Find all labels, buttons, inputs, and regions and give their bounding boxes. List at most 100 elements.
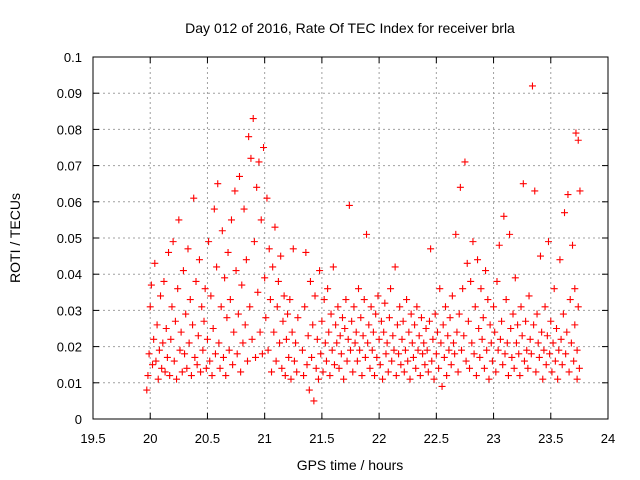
data-point (500, 212, 508, 220)
data-point (223, 314, 231, 322)
data-point (517, 303, 525, 311)
data-point (288, 328, 296, 336)
data-point (322, 357, 330, 365)
data-point (413, 303, 421, 311)
data-point (536, 252, 544, 260)
data-point (240, 205, 248, 213)
data-point (535, 353, 543, 361)
data-point (563, 328, 571, 336)
y-tick-label: 0.05 (57, 231, 82, 246)
data-point (306, 277, 314, 285)
data-point (170, 357, 178, 365)
data-point (441, 303, 449, 311)
data-point (357, 314, 365, 322)
data-point (511, 274, 519, 282)
x-axis-label: GPS time / hours (297, 457, 404, 473)
data-points (143, 82, 584, 405)
data-point (417, 314, 425, 322)
y-axis-label: ROTI / TECUs (7, 193, 23, 283)
data-point (155, 346, 163, 354)
data-point (160, 277, 168, 285)
data-point (358, 372, 366, 380)
data-point (424, 368, 432, 376)
data-point (194, 332, 202, 340)
data-point (365, 321, 373, 329)
data-point (209, 325, 217, 332)
data-point (532, 368, 540, 376)
data-point (216, 364, 224, 372)
data-point (397, 361, 405, 369)
data-point (165, 248, 173, 256)
data-point (488, 357, 496, 365)
data-point (221, 274, 229, 282)
data-point (374, 292, 382, 300)
data-point (565, 368, 573, 376)
x-tick-label: 24 (601, 431, 615, 446)
data-point (173, 375, 181, 383)
data-point (244, 357, 251, 365)
data-point (544, 238, 552, 246)
data-point (286, 296, 294, 304)
data-point (210, 205, 218, 213)
data-point (429, 335, 437, 343)
data-point (391, 263, 399, 271)
data-point (360, 296, 368, 304)
data-point (255, 158, 263, 166)
y-tick-label: 0.07 (57, 159, 82, 174)
data-point (227, 216, 235, 224)
data-point (493, 277, 501, 285)
data-point (309, 321, 317, 329)
data-point (294, 314, 302, 322)
data-point (479, 314, 487, 322)
data-point (366, 364, 374, 372)
data-point (334, 303, 342, 311)
data-point (501, 350, 509, 358)
data-point (524, 364, 532, 372)
data-point (527, 350, 535, 358)
data-point (494, 346, 502, 354)
data-point (184, 245, 192, 253)
x-tick-label: 21.5 (309, 431, 334, 446)
data-point (258, 350, 266, 358)
data-point (486, 321, 494, 329)
data-point (351, 339, 359, 347)
x-tick-label: 20.5 (195, 431, 220, 446)
data-point (531, 187, 539, 195)
data-point (373, 353, 381, 361)
data-point (318, 317, 326, 325)
data-point (153, 321, 161, 329)
data-point (157, 292, 165, 300)
data-point (215, 339, 223, 347)
data-point (432, 350, 440, 358)
data-point (482, 267, 490, 275)
data-point (485, 375, 493, 383)
data-point (264, 346, 272, 354)
data-point (327, 310, 335, 318)
data-point (433, 328, 441, 336)
data-point (464, 317, 472, 325)
x-tick-label: 23.5 (538, 431, 563, 446)
y-tick-label: 0.03 (57, 303, 82, 318)
y-tick-label: 0 (75, 412, 82, 427)
data-point (470, 350, 478, 358)
x-tick-label: 21 (257, 431, 271, 446)
data-point (364, 339, 372, 347)
data-point (506, 230, 514, 238)
data-point (459, 285, 467, 293)
data-point (519, 180, 527, 188)
data-point (540, 346, 548, 354)
data-point (332, 321, 340, 329)
data-point (555, 346, 563, 354)
data-point (423, 346, 431, 354)
data-point (343, 357, 351, 365)
data-point (340, 375, 348, 383)
data-point (341, 325, 349, 332)
data-point (151, 259, 159, 267)
data-point (496, 335, 504, 343)
data-point (381, 299, 389, 307)
data-point (462, 357, 470, 365)
data-point (554, 375, 562, 383)
data-point (570, 357, 578, 365)
data-point (279, 317, 287, 325)
